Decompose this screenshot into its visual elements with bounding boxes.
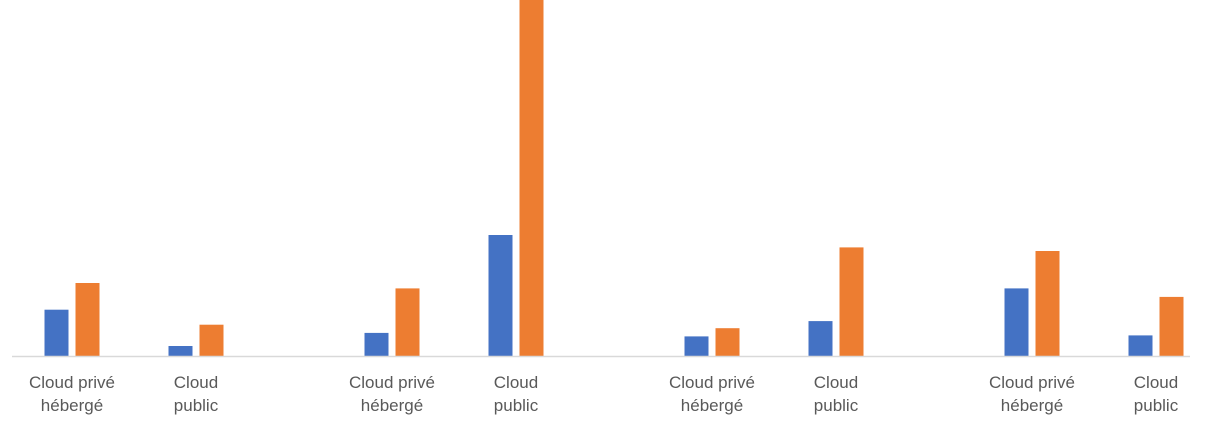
x-tick-label-line: public bbox=[1134, 396, 1179, 415]
bar-g3-c2-s2 bbox=[839, 247, 864, 356]
x-tick-label: Cloud privé hébergé bbox=[349, 373, 435, 415]
x-tick-label-line: public bbox=[494, 396, 539, 415]
bar-g2-c2-s1 bbox=[488, 235, 513, 356]
x-tick-label: Cloud privé hébergé bbox=[989, 373, 1075, 415]
x-tick-label: Cloud privé hébergé bbox=[669, 373, 755, 415]
x-tick-label-line: public bbox=[174, 396, 219, 415]
bar-g4-c2-s2 bbox=[1159, 296, 1184, 356]
bar-g3-c2-s1 bbox=[808, 321, 833, 356]
bar-g1-c1-s2 bbox=[75, 283, 100, 356]
x-tick-label-line: hébergé bbox=[681, 396, 743, 415]
bar-g4-c1-s1 bbox=[1004, 288, 1029, 356]
x-tick-label: Cloud public bbox=[814, 373, 859, 415]
x-tick-label-line: Cloud bbox=[174, 373, 218, 392]
bars-layer bbox=[44, 0, 1184, 356]
x-tick-label-line: Cloud bbox=[814, 373, 858, 392]
x-tick-label-line: hébergé bbox=[41, 396, 103, 415]
bar-g3-c1-s2 bbox=[715, 328, 740, 356]
x-tick-label-line: Cloud bbox=[1134, 373, 1178, 392]
x-tick-label-line: Cloud privé bbox=[349, 373, 435, 392]
x-tick-label-line: Cloud bbox=[494, 373, 538, 392]
bar-g2-c1-s2 bbox=[395, 288, 420, 356]
bar-g1-c2-s1 bbox=[168, 346, 193, 356]
bar-g2-c2-s2 bbox=[519, 0, 544, 356]
x-tick-label-line: Cloud privé bbox=[989, 373, 1075, 392]
x-tick-label-line: hébergé bbox=[361, 396, 423, 415]
bar-g1-c1-s1 bbox=[44, 309, 69, 356]
tick-labels-layer: Cloud privé hébergé Cloud public Cloud privé… bbox=[29, 373, 1179, 415]
x-tick-label: Cloud privé hébergé bbox=[29, 373, 115, 415]
bar-g1-c2-s2 bbox=[199, 324, 224, 356]
x-tick-label-line: Cloud privé bbox=[29, 373, 115, 392]
x-tick-label-line: hébergé bbox=[1001, 396, 1063, 415]
x-tick-label-line: public bbox=[814, 396, 859, 415]
x-tick-label: Cloud public bbox=[174, 373, 219, 415]
x-tick-label: Cloud public bbox=[494, 373, 539, 415]
x-tick-label: Cloud public bbox=[1134, 373, 1179, 415]
bar-g2-c1-s1 bbox=[364, 332, 389, 356]
x-tick-label-line: Cloud privé bbox=[669, 373, 755, 392]
bar-g4-c1-s2 bbox=[1035, 251, 1060, 356]
bar-g3-c1-s1 bbox=[684, 336, 709, 356]
bar-g4-c2-s1 bbox=[1128, 335, 1153, 356]
